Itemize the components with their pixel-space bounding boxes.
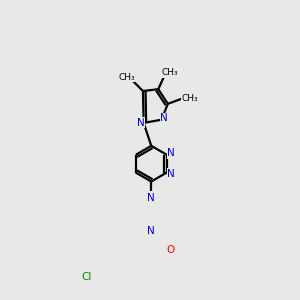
Text: CH₃: CH₃ [161,68,178,77]
Text: N: N [167,148,175,158]
Text: N: N [167,169,175,179]
Text: CH₃: CH₃ [118,73,135,82]
Text: Cl: Cl [81,272,92,282]
Text: O: O [166,244,175,255]
Text: N: N [137,118,145,128]
Text: N: N [147,226,155,236]
Text: CH₃: CH₃ [181,94,198,103]
Text: N: N [160,113,168,124]
Text: N: N [147,193,155,203]
